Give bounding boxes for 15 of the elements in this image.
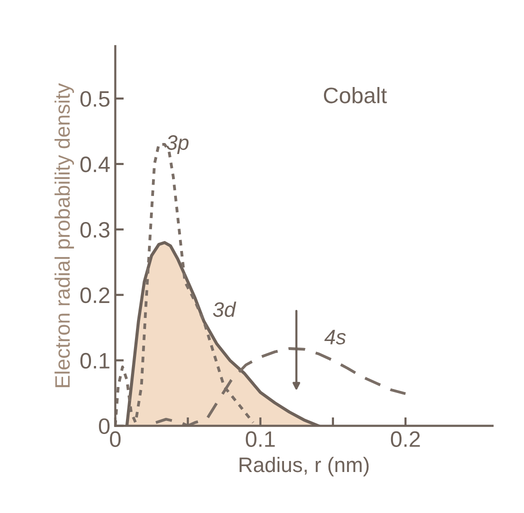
y-tick-label: 0 xyxy=(98,418,110,434)
y-tick-label: 0.5 xyxy=(80,91,110,107)
series-label: 3p xyxy=(166,135,189,154)
y-axis-title: Electron radial probability density xyxy=(54,83,74,388)
series-label: 4s xyxy=(324,330,346,344)
y-tick-label: 0.3 xyxy=(80,222,110,238)
x-tick-label: 0.1 xyxy=(246,431,275,447)
y-tick-label: 0.1 xyxy=(80,352,110,369)
y-tick-label: 0.2 xyxy=(80,287,110,304)
annotation: Cobalt xyxy=(324,87,387,104)
x-axis-title: Radius, r (nm) xyxy=(240,456,369,476)
y-tick-label: 0.4 xyxy=(80,156,110,172)
x-tick-label: 0.2 xyxy=(390,431,420,447)
series-label: 3d xyxy=(212,302,236,317)
x-tick-label: 0 xyxy=(110,431,121,447)
